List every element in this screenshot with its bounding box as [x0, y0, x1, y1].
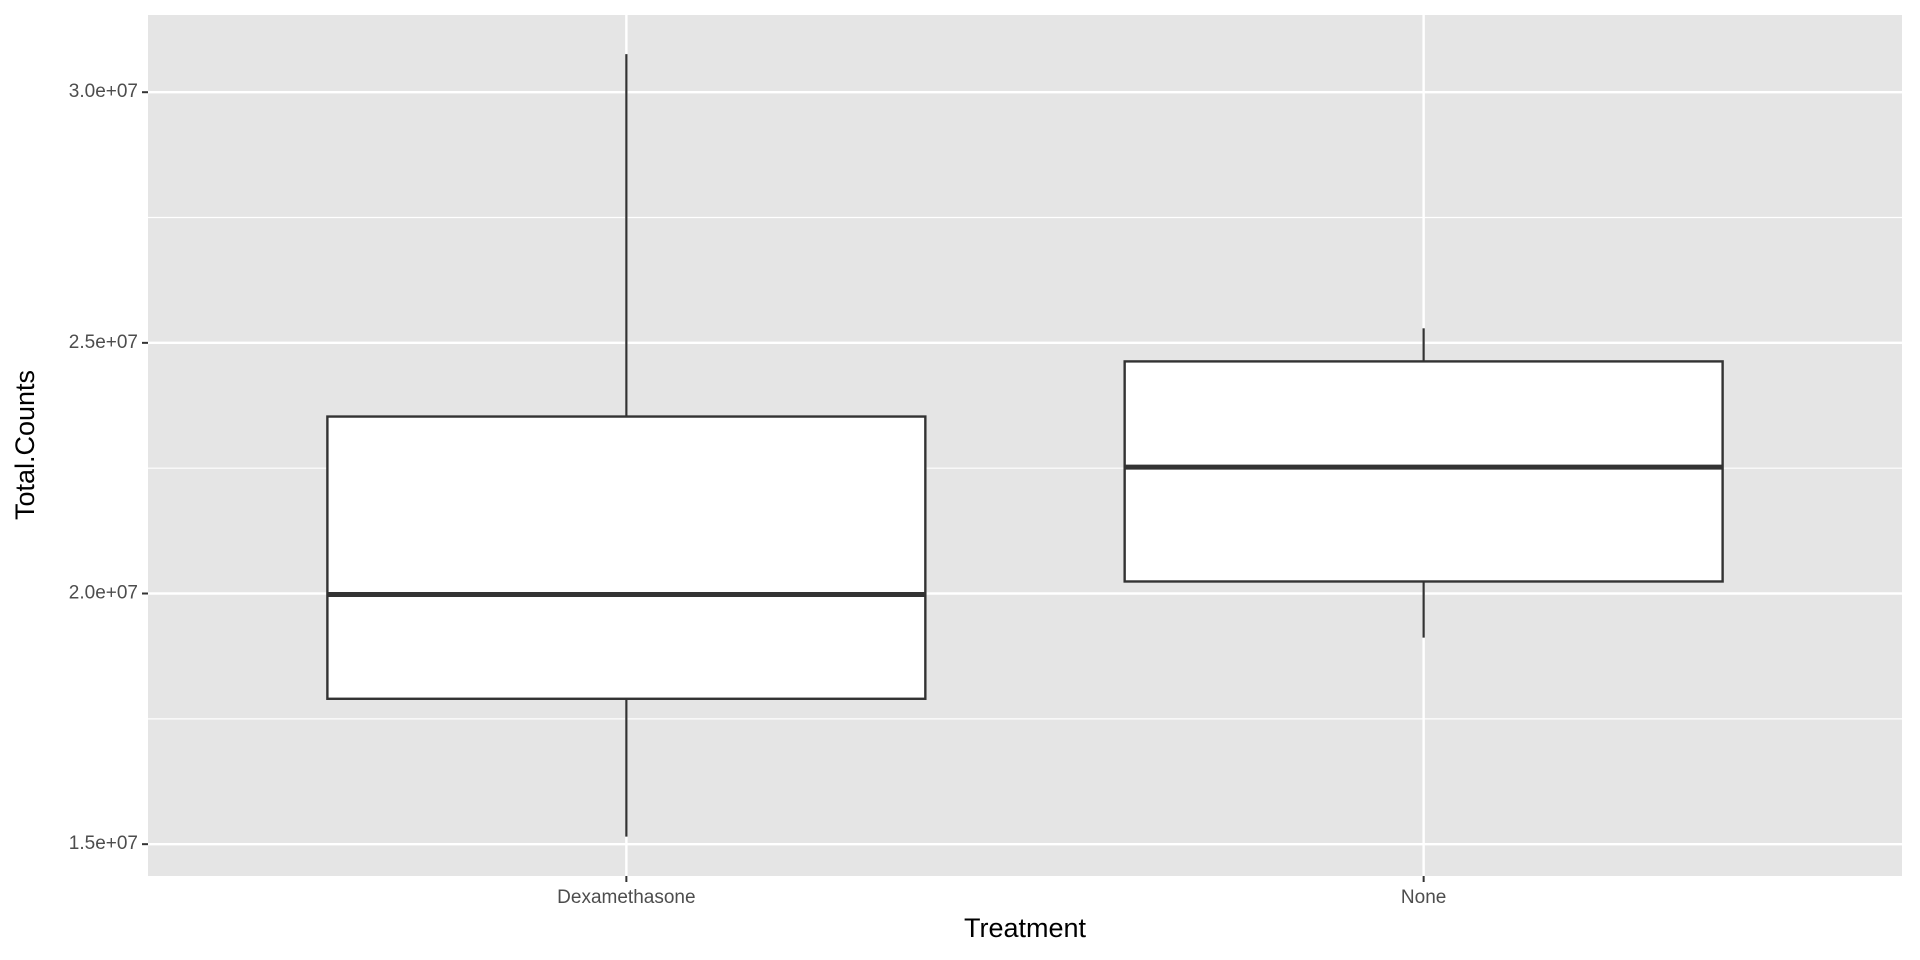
y-tick-label: 2.5e+07: [69, 332, 138, 353]
marks: [326, 54, 1724, 837]
x-tick-label: None: [1401, 887, 1446, 908]
box: [1123, 360, 1724, 583]
x-tick-label: Dexamethasone: [557, 887, 695, 908]
y-axis-title: Total.Counts: [10, 370, 40, 520]
y-tick-label: 1.5e+07: [69, 833, 138, 854]
y-tick-label: 3.0e+07: [69, 81, 138, 102]
y-tick-label: 2.0e+07: [69, 583, 138, 604]
box: [326, 415, 927, 700]
x-axis-title: Treatment: [964, 913, 1087, 943]
